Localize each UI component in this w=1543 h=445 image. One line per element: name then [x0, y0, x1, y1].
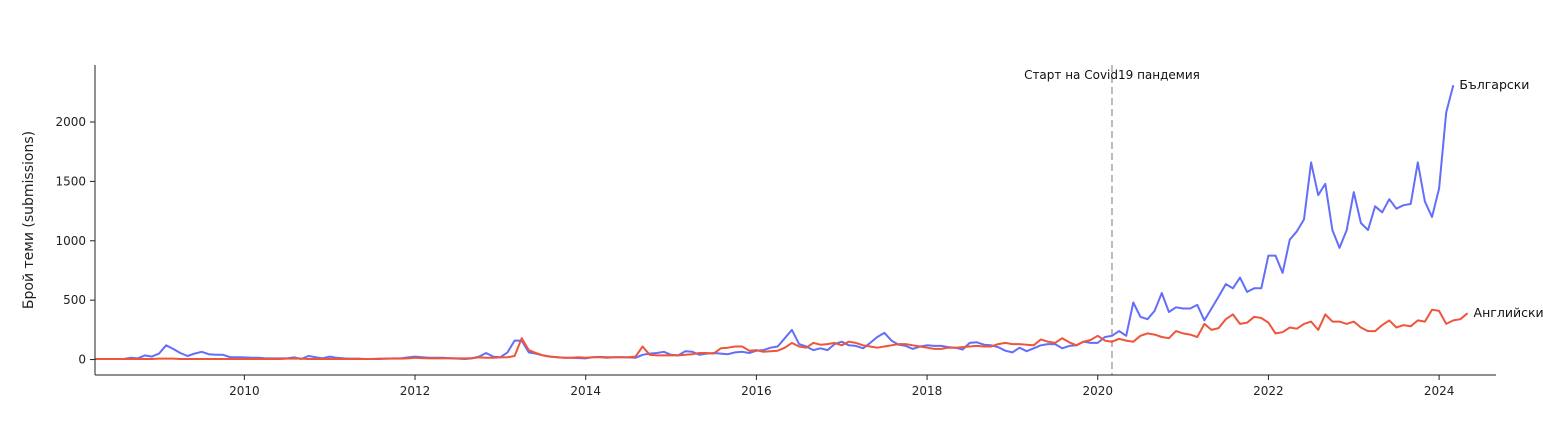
x-tick-label: 2016	[741, 384, 772, 398]
covid-start-annotation: Старт на Covid19 пандемия	[1024, 65, 1200, 375]
x-tick-label: 2012	[400, 384, 431, 398]
y-tick-label: 0	[78, 353, 86, 367]
axes	[94, 65, 1496, 376]
y-tick-label: 500	[63, 293, 86, 307]
series-end-label-0: Български	[1459, 77, 1529, 92]
y-tick-label: 2000	[55, 115, 86, 129]
series-labels: Български Английски	[1459, 77, 1543, 320]
series-line-0	[95, 84, 1455, 360]
y-tick-label: 1500	[55, 174, 86, 188]
x-tick-label: 2020	[1082, 384, 1113, 398]
x-tick-label: 2022	[1253, 384, 1284, 398]
y-tick-label: 1000	[55, 234, 86, 248]
covid-start-label: Старт на Covid19 пандемия	[1024, 68, 1200, 82]
x-tick-label: 2024	[1424, 384, 1455, 398]
series-line-1	[95, 308, 1469, 360]
x-axis-ticks: 2010 2012 2014 2016 2018 2020 2022 2024	[229, 375, 1454, 398]
x-tick-label: 2018	[912, 384, 943, 398]
x-tick-label: 2014	[570, 384, 601, 398]
series-lines	[95, 84, 1469, 360]
y-axis-title: Брой теми (submissions)	[21, 131, 37, 309]
series-end-label-1: Английски	[1474, 305, 1543, 320]
x-tick-label: 2010	[229, 384, 260, 398]
y-axis-ticks: 0 500 1000 1500 2000	[55, 115, 95, 367]
